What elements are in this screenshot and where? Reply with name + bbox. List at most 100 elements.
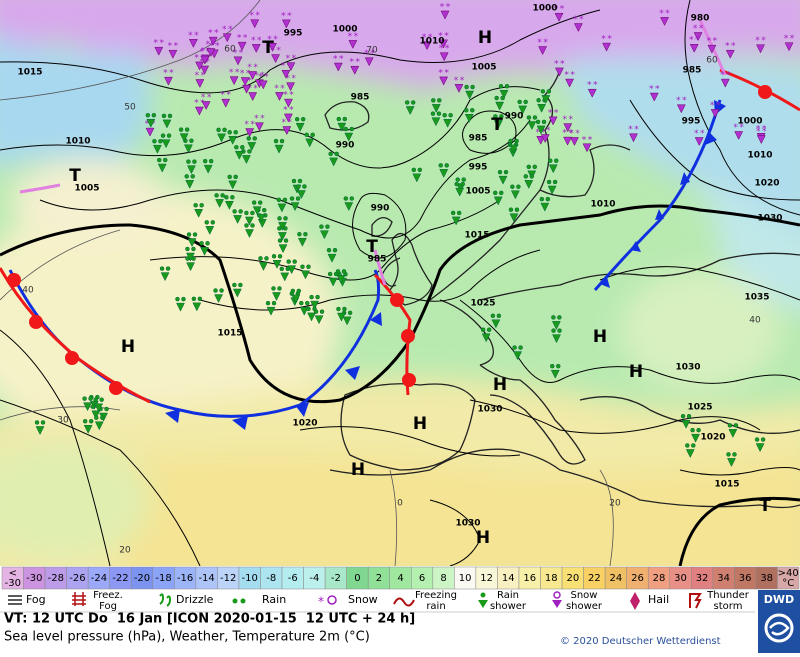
rain-shower-symbol [159, 266, 171, 282]
rain-shower-symbol [277, 226, 288, 241]
drop [529, 174, 535, 179]
flake: * [267, 35, 272, 45]
legend-label: Snow [348, 593, 378, 606]
drop [277, 238, 283, 243]
flake: * [582, 135, 587, 145]
drop [251, 200, 257, 205]
pressure-label: 980 [691, 14, 710, 24]
flake: * [247, 77, 252, 87]
pressure-system: H [629, 362, 643, 382]
triangle [164, 76, 173, 86]
drop [227, 174, 232, 180]
drop [271, 286, 276, 291]
triangle [495, 101, 505, 111]
scale-label: -10 [242, 573, 258, 584]
drop [535, 119, 541, 125]
scale-label: 10 [459, 573, 472, 584]
drop [512, 345, 517, 350]
legend-label: shower [490, 601, 527, 612]
rain-shower-symbol [265, 300, 277, 316]
rain-shower-symbol [227, 130, 238, 145]
drop [444, 163, 449, 168]
rain-shower-symbol [227, 174, 238, 190]
flake: * [264, 72, 269, 82]
triangle [272, 292, 281, 301]
rain-shower-symbol [548, 158, 559, 174]
flake: * [174, 42, 179, 52]
drop [516, 184, 521, 189]
drizzle-icon [159, 593, 172, 607]
flake: * [713, 37, 718, 47]
rain-shower-symbol [309, 294, 320, 310]
rain-shower-symbol [271, 286, 282, 301]
drop [464, 108, 469, 113]
rain-shower-symbol [551, 315, 562, 330]
triangle [228, 136, 238, 145]
drop [277, 226, 282, 231]
drop [258, 256, 263, 261]
weather-symbols: * ** ** ** ** ** ** ** ** ** ** ** ** *** ** * ** * * ** ** *… [34, 2, 795, 467]
rain-shower-symbol [326, 247, 338, 263]
scale-label: -26 [69, 573, 85, 584]
flake: * [160, 39, 165, 49]
flake: * [761, 36, 766, 46]
triangle [297, 190, 306, 200]
flake: * [188, 31, 193, 41]
triangle [157, 163, 167, 173]
isotherm-label: 40 [749, 316, 761, 326]
legend-label: rain [426, 601, 445, 612]
triangle [307, 312, 316, 322]
legend-label: Snow [571, 590, 598, 601]
drop [431, 98, 436, 103]
isotherm-label: 60 [706, 56, 718, 66]
rain-shower-symbol [492, 190, 504, 206]
triangle [536, 136, 546, 145]
scale-label: 2 [376, 573, 382, 584]
drop [279, 138, 285, 144]
pressure-label: 1015 [217, 329, 242, 339]
triangle [513, 351, 522, 361]
flake: * [205, 57, 210, 67]
triangle [527, 121, 537, 131]
drop [342, 116, 348, 122]
rain-shower-symbol [726, 452, 737, 467]
drop [334, 151, 339, 157]
flake: * [562, 129, 567, 139]
triangle [271, 54, 280, 64]
triangle [245, 128, 255, 138]
drop [437, 98, 442, 103]
drop [343, 126, 349, 132]
triangle [205, 226, 215, 235]
snow-shower-symbol: ** [229, 68, 240, 86]
flake: * [283, 91, 288, 101]
pressure-label: 1005 [471, 63, 496, 73]
rain-shower-symbol [430, 111, 442, 127]
flake: * [250, 120, 255, 130]
triangle [256, 213, 266, 223]
snow-shower-symbol: ** [194, 99, 205, 116]
rain-shower-symbol [550, 363, 561, 379]
rain-shower-symbol [178, 127, 190, 143]
pressure-label: 990 [371, 204, 390, 214]
thunder-icon [689, 593, 702, 609]
drop [514, 207, 520, 212]
drop [508, 138, 513, 144]
rain-shower-symbol [494, 95, 505, 111]
flake: * [564, 71, 569, 81]
rain-shower-symbol [490, 313, 502, 329]
flake: * [200, 99, 205, 109]
drop [690, 427, 695, 433]
pressure-label: 990 [505, 112, 524, 122]
triangle [582, 143, 592, 153]
flake: * [446, 2, 451, 12]
pressure-system: T [759, 496, 771, 516]
rain-shower-symbol [754, 437, 766, 453]
drop [500, 95, 505, 101]
pressure-label: 1010 [747, 151, 772, 161]
rain-shower-symbol [680, 413, 692, 429]
flake: * [537, 38, 542, 48]
triangle [337, 312, 346, 322]
drop [552, 179, 558, 185]
triangle [194, 209, 204, 218]
drop [411, 167, 417, 173]
